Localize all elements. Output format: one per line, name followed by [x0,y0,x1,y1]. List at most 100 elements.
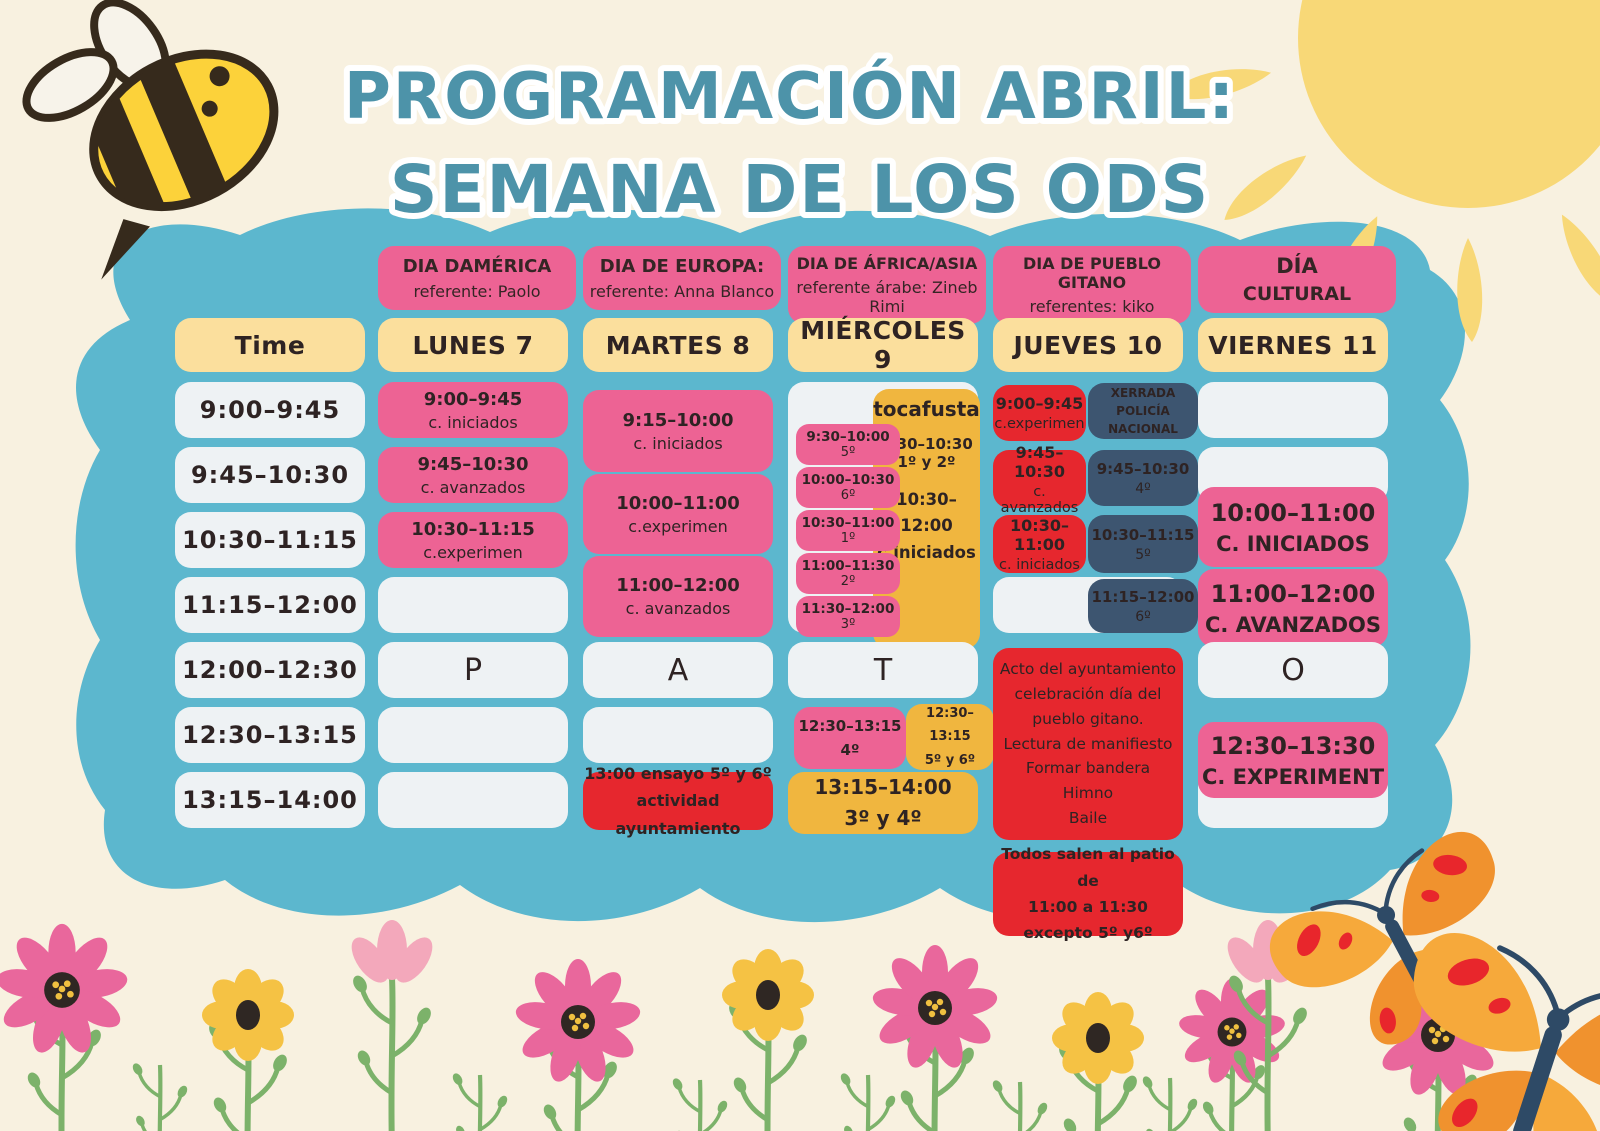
thursday-red-event-2: 9:45–10:30 c. avanzados [993,443,1086,516]
thursday-red-event-1: 9:00–9:45 c.experimen [993,385,1086,441]
event-label: c. avanzados [1000,483,1079,516]
tuesday-letter-cell: A [583,642,773,698]
thursday-patio-note: Todos salen al patio de 11:00 a 11:30 ex… [993,845,1183,942]
page-title-line2: SEMANA DE LOS ODS [390,151,1210,228]
theme-subtitle: referente árabe: Zineb Rimi [796,278,978,316]
time-slot-7: 13:15–14:00 [175,772,365,828]
event-time: 11:00–12:00 [1210,579,1376,608]
title-block: PROGRAMACIÓN ABRIL: SEMANA DE LOS ODS [338,52,1240,234]
wednesday-letter-cell: T [788,642,978,698]
theme-title: DIA DE PUEBLO GITANO [1022,254,1162,292]
theme-header-monday: DIA DAMÉRICA referente: Paolo [378,246,576,310]
time-column-header: Time [175,318,365,372]
day-header-wednesday: MIÉRCOLES 9 [788,316,978,374]
event-grade: 4º [1135,480,1151,497]
theme-header-wednesday: DIA DE ÁFRICA/ASIA referente árabe: Zine… [788,246,986,324]
event-grade: 6º [840,488,856,503]
wednesday-afternoon-yellow: 12:30–13:15 5º y 6º [906,704,994,770]
event-time: 9:45–10:30 [1014,442,1065,481]
day-header-thursday: JUEVES 10 [993,318,1183,372]
event-grade: 1º [840,531,856,546]
event-time: 11:00–12:00 [616,575,740,596]
event-grade: 3º [840,617,856,632]
tuesday-rehearsal-note: 13:00 ensayo 5º y 6º actividad ayuntamie… [583,764,773,838]
sun-icon [1166,0,1600,342]
event-time: 11:30–12:00 [801,601,895,617]
event-label: c. iniciados [633,433,723,453]
event-time: 12:30–13:30 [1210,731,1376,760]
tuesday-event-2: 10:00–11:00 c.experimen [583,474,773,554]
theme-title: DIA DAMÉRICA [402,255,552,277]
wednesday-mini-event-2: 10:00–10:30 6º [796,467,900,508]
wednesday-mini-event-1: 9:30–10:00 5º [796,424,900,465]
thursday-red-event-3: 10:30–11:00 c. iniciados [993,515,1086,573]
friday-event-2: 11:00–12:00 C. AVANZADOS [1198,569,1388,647]
day-header-friday: VIERNES 11 [1198,318,1388,372]
event-time: 10:30–11:15 [411,518,535,540]
page-title-line1: PROGRAMACIÓN ABRIL: [344,58,1236,134]
thursday-navy-event-1: 9:45–10:30 4º [1088,450,1198,506]
tuesday-event-3: 11:00–12:00 c. avanzados [583,556,773,637]
event-time: 9:00–9:45 [423,388,523,410]
event-time: 10:00–11:00 [1210,498,1376,527]
event-grade: 5º [840,445,856,460]
event-label: c.experimen [628,516,728,536]
event-label: c. avanzados [420,477,526,497]
time-slot-2: 9:45–10:30 [175,447,365,503]
thursday-town-hall-act: Acto del ayuntamiento celebración día de… [993,648,1183,840]
bee-icon [22,0,279,280]
tuesday-event-1: 9:15–10:00 c. iniciados [583,390,773,472]
theme-subtitle: referentes: kiko [1029,297,1155,316]
empty-cell [583,707,773,763]
event-label: C. EXPERIMENT [1201,764,1385,789]
event-time: 10:30–11:00 [801,515,895,531]
empty-cell [378,772,568,828]
event-label: C. AVANZADOS [1204,612,1382,637]
event-time: 10:30–11:15 [1091,525,1195,544]
monday-event-1: 9:00–9:45 c. iniciados [378,382,568,438]
theme-subtitle: CULTURAL [1242,283,1352,305]
theme-title: DÍA [1276,254,1318,278]
tocafusta-slot-1: 9:30–10:30 1º y 2º [880,435,973,471]
event-time: 10:30–11:00 [1010,515,1069,554]
event-label: c. avanzados [625,599,731,618]
theme-title: DIA DE EUROPA: [599,255,765,277]
event-time: 9:30–10:00 [806,429,890,445]
wednesday-mini-event-3: 10:30–11:00 1º [796,510,900,551]
wednesday-mini-event-5: 11:30–12:00 3º [796,596,900,637]
event-time: 10:00–10:30 [801,472,895,488]
event-time: 9:15–10:00 [622,409,734,431]
day-header-monday: LUNES 7 [378,318,568,372]
event-label: c. iniciados [428,412,518,432]
wednesday-mini-event-4: 11:00–11:30 2º [796,553,900,594]
day-header-tuesday: MARTES 8 [583,318,773,372]
monday-letter-cell: P [378,642,568,698]
event-time: 9:45–10:30 [417,453,529,475]
thursday-navy-event-3: 11:15–12:00 6º [1088,579,1198,633]
time-slot-3: 10:30–11:15 [175,512,365,568]
theme-header-thursday: DIA DE PUEBLO GITANO referentes: kiko [993,246,1191,324]
time-slot-4: 11:15–12:00 [175,577,365,633]
theme-header-tuesday: DIA DE EUROPA: referente: Anna Blanco [583,246,781,310]
event-label: c.experimen [994,416,1085,432]
thursday-navy-event-2: 10:30–11:15 5º [1088,515,1198,573]
event-label: c. iniciados [999,556,1080,573]
empty-cell [378,707,568,763]
time-slot-6: 12:30–13:15 [175,707,365,763]
event-label: C. INICIADOS [1216,531,1370,556]
wednesday-afternoon-pink: 12:30–13:15 4º [794,707,906,769]
theme-title: DIA DE ÁFRICA/ASIA [796,254,978,273]
friday-letter-cell: O [1198,642,1388,698]
event-time: 11:15–12:00 [1091,587,1195,606]
theme-header-friday: DÍA CULTURAL [1198,246,1396,313]
tocafusta-title: tocafusta [873,397,980,421]
time-slot-1: 9:00–9:45 [175,382,365,438]
tocafusta-slot-2: 10:30– 12:00 c.iniciados [877,490,976,562]
event-time: 11:00–11:30 [801,558,895,574]
empty-cell [378,577,568,633]
event-grade: 2º [840,574,856,589]
time-slot-5: 12:00–12:30 [175,642,365,698]
event-time: 9:00–9:45 [995,394,1084,413]
empty-cell [1198,382,1388,438]
